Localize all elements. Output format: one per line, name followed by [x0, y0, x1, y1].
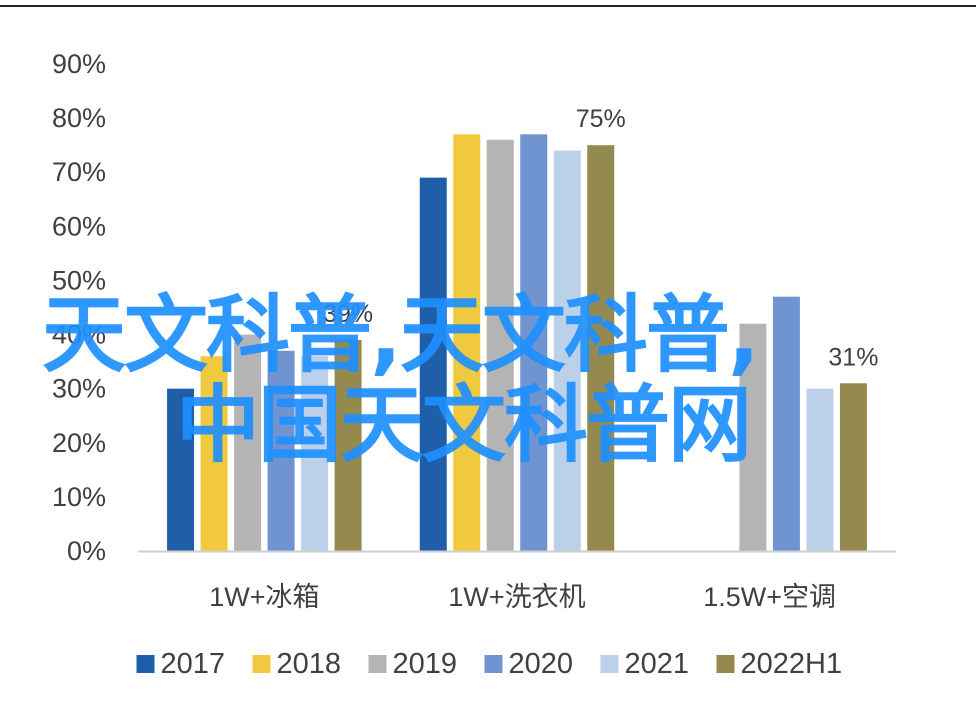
bar-2019-1	[486, 139, 514, 551]
legend-swatch-2018	[252, 655, 271, 673]
bar-2021-2	[806, 388, 834, 551]
legend-swatch-2022H1	[716, 655, 735, 673]
legend-label-2022H1: 2022H1	[741, 648, 843, 680]
bar-2021-0	[301, 356, 329, 551]
x-tick-label: 1W+洗衣机	[448, 582, 585, 612]
y-tick-label: 60%	[52, 211, 106, 241]
x-tick-label: 1.5W+空调	[703, 582, 836, 612]
bar-2022H1-2	[839, 383, 867, 551]
bar-2018-1	[453, 134, 481, 551]
bar-2019-0	[234, 334, 262, 551]
bar-2018-0	[200, 356, 228, 551]
bar-2022H1-1	[587, 145, 615, 551]
bar-2017-1	[419, 177, 447, 551]
data-label: 39%	[323, 300, 373, 328]
data-label: 75%	[576, 105, 626, 133]
legend-swatch-2019	[368, 655, 387, 673]
bar-2019-2	[739, 323, 767, 551]
bar-2017-0	[167, 388, 195, 551]
y-tick-label: 80%	[52, 103, 106, 133]
legend-swatch-2020	[484, 655, 503, 673]
y-tick-label: 10%	[52, 482, 106, 512]
legend-swatch-2017	[136, 655, 155, 673]
legend-label-2017: 2017	[161, 648, 226, 680]
y-tick-label: 50%	[52, 265, 106, 295]
bar-2020-2	[772, 296, 800, 551]
top-border-line	[0, 5, 976, 7]
y-tick-label: 20%	[52, 428, 106, 458]
data-label: 31%	[828, 343, 878, 371]
legend-label-2020: 2020	[509, 648, 574, 680]
bar-2021-1	[553, 150, 581, 552]
legend-swatch-2021	[600, 655, 619, 673]
y-tick-label: 40%	[52, 320, 106, 350]
legend-label-2018: 2018	[277, 648, 342, 680]
y-tick-label: 90%	[52, 49, 106, 79]
y-tick-label: 30%	[52, 374, 106, 404]
legend-label-2019: 2019	[393, 648, 458, 680]
legend-label-2021: 2021	[625, 648, 690, 680]
y-tick-label: 0%	[67, 536, 106, 566]
y-tick-label: 70%	[52, 157, 106, 187]
x-tick-label: 1W+冰箱	[209, 582, 319, 612]
bar-2020-1	[520, 134, 548, 551]
bar-2020-0	[267, 350, 295, 551]
bar-2022H1-0	[334, 339, 362, 551]
